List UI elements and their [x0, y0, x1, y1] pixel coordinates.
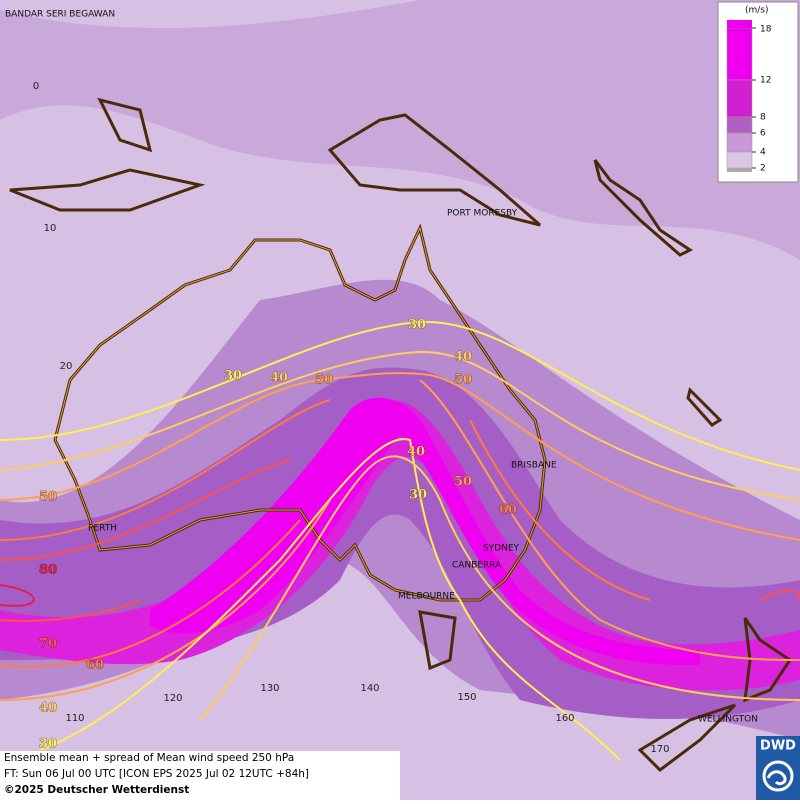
contour-label: 30 — [408, 318, 426, 333]
latitude-label: 10 — [44, 223, 57, 234]
logo-icon — [766, 770, 787, 786]
city-label: SYDNEY — [483, 544, 520, 554]
contour-label: 40 — [270, 371, 288, 386]
footer-line: FT: Sun 06 Jul 00 UTC [ICON EPS 2025 Jul… — [4, 768, 309, 780]
latitude-label: 0 — [33, 81, 39, 92]
city-label: BANDAR SERI BEGAWAN — [5, 10, 115, 20]
city-label: CANBERRA — [452, 561, 502, 571]
city-label: BRISBANE — [511, 461, 557, 471]
legend-band — [726, 116, 753, 134]
legend: (m/s) 18 12 8 6 4 2 — [717, 1, 799, 183]
footer-line: Ensemble mean + spread of Mean wind spee… — [4, 752, 294, 764]
contour-label: 60 — [86, 658, 104, 673]
contour-label: 50 — [454, 373, 472, 388]
contour-label: 60 — [499, 503, 517, 518]
city-label: PERTH — [88, 524, 117, 534]
contour-label: 50 — [315, 373, 333, 388]
contour-label: 80 — [39, 563, 57, 578]
legend-tick-label: 4 — [760, 148, 766, 158]
contour-label: 50 — [454, 475, 472, 490]
city-label: WELLINGTON — [698, 715, 758, 725]
contour-label: 70 — [39, 637, 57, 652]
longitude-label: 120 — [163, 693, 182, 704]
legend-unit: (m/s) — [745, 6, 769, 16]
contour-label: 40 — [407, 445, 425, 460]
longitude-label: 150 — [457, 692, 476, 703]
longitude-label: 140 — [360, 683, 379, 694]
legend-tick-label: 8 — [760, 113, 766, 123]
longitude-label: 110 — [65, 713, 84, 724]
city-label: MELBOURNE — [398, 592, 455, 602]
contour-label: 50 — [39, 490, 57, 505]
legend-tick-label: 6 — [760, 129, 766, 139]
legend-band — [726, 27, 753, 81]
legend-band — [727, 168, 752, 172]
legend-band — [726, 151, 753, 169]
legend-band — [726, 132, 753, 153]
logo: DWD — [760, 739, 796, 754]
contour-label: 40 — [39, 701, 57, 716]
footer-box — [0, 751, 400, 800]
legend-tick-label: 12 — [760, 76, 771, 86]
contours — [0, 320, 800, 761]
legend-tick-label: 2 — [760, 164, 766, 174]
contour-label: 30 — [224, 369, 242, 384]
legend-band — [726, 79, 753, 118]
legend-band — [727, 20, 752, 28]
contour-label: 40 — [454, 350, 472, 365]
spread-areas — [0, 0, 800, 740]
contour-label: 30 — [39, 737, 57, 752]
city-label: PORT MORESBY — [447, 209, 518, 219]
longitude-label: 160 — [555, 713, 574, 724]
legend-tick-label: 18 — [760, 25, 772, 35]
contour-label: 30 — [409, 488, 427, 503]
footer-line: ©2025 Deutscher Wetterdienst — [4, 784, 189, 796]
coastlines — [9, 97, 793, 772]
longitude-label: 130 — [260, 683, 279, 694]
longitude-label: 170 — [650, 744, 669, 755]
logo-icon — [762, 760, 794, 792]
latitude-label: 20 — [60, 361, 73, 372]
